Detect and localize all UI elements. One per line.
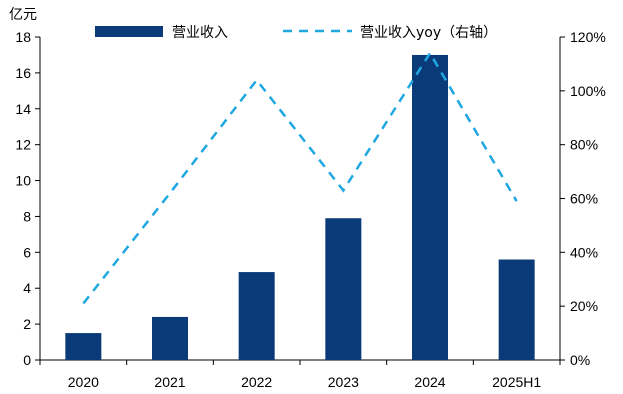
bar (238, 272, 275, 360)
plot-area: 0 2 4 6 8 10 12 14 16 18 0% 20% 40% 60% 80% 100% 120% 202… (15, 29, 605, 390)
bar (152, 316, 188, 360)
x-axis-tick-label: 2021 (154, 374, 185, 390)
right-axis-tick-label: 120% (570, 29, 606, 45)
left-axis-tick-label: 14 (15, 101, 31, 117)
left-axis-tick-label: 12 (15, 137, 31, 153)
left-axis-tick-label: 16 (15, 65, 31, 81)
right-axis-tick-label: 20% (570, 298, 598, 314)
x-axis-tick-label: 2023 (328, 374, 359, 390)
left-axis-tick-label: 10 (15, 173, 31, 189)
bar (65, 333, 102, 360)
right-axis-tick-label: 100% (570, 83, 606, 99)
left-axis-unit-label: 亿元 (9, 6, 37, 22)
left-axis-tick-label: 2 (23, 316, 31, 332)
legend-label-bar: 营业收入 (172, 25, 228, 41)
left-axis-tick-label: 0 (23, 352, 31, 368)
left-axis-tick-label: 6 (23, 244, 31, 260)
bar (498, 259, 535, 360)
left-axis-tick-label: 4 (23, 280, 31, 296)
yoy-line (82, 50, 518, 305)
legend-label-line: 营业收入yoy（右轴） (360, 25, 497, 41)
legend: 营业收入 营业收入yoy（右轴） (95, 25, 497, 41)
right-axis-tick-label: 40% (570, 244, 598, 260)
x-axis-tick-label: 2020 (68, 374, 99, 390)
right-axis-tick-label: 80% (570, 137, 598, 153)
legend-bar-swatch (95, 26, 163, 37)
right-axis-tick-label: 0% (570, 352, 590, 368)
left-axis-tick-label: 8 (23, 208, 31, 224)
right-axis-tick-label: 60% (570, 191, 598, 207)
x-axis-tick-label: 2025H1 (492, 374, 541, 390)
bar (412, 54, 448, 360)
x-axis-tick-label: 2024 (414, 374, 445, 390)
left-axis-tick-label: 18 (15, 29, 31, 45)
x-axis-tick-label: 2022 (241, 374, 272, 390)
bar (325, 218, 362, 360)
